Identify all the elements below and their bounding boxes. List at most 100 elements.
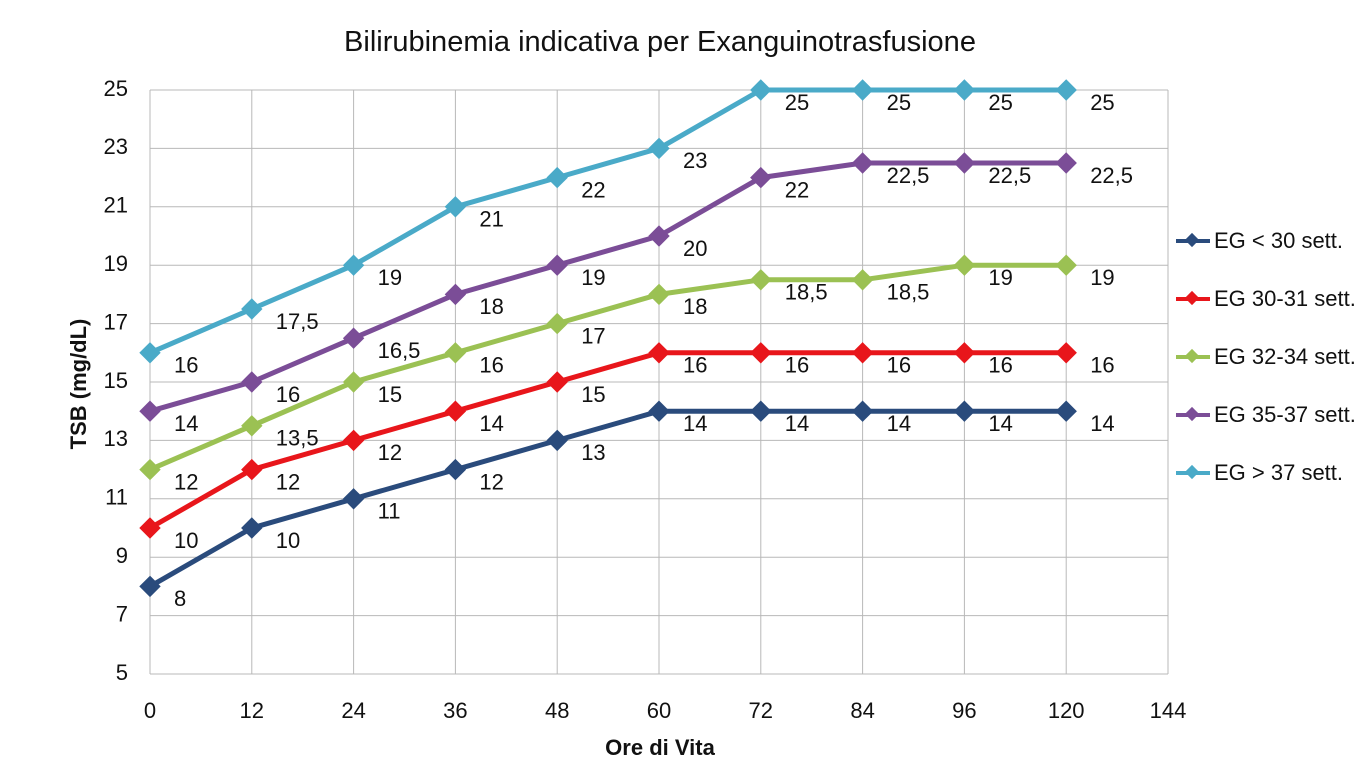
ticks-layer: 5 7 9 11 13 15 17 19 21 23 25 0 12 24 36 48 60 72 84 96 120 1… (104, 76, 1187, 723)
series-point (139, 575, 161, 598)
data-label: 14 (479, 411, 503, 436)
y-tick-label: 13 (104, 426, 128, 451)
x-tick-label: 12 (240, 698, 264, 723)
legend-marker (1184, 232, 1200, 248)
series-point (139, 517, 161, 539)
data-label: 17,5 (276, 309, 319, 334)
data-label: 12 (378, 440, 402, 465)
series-point (851, 152, 874, 174)
legend: EG < 30 sett. EG 30-31 sett. EG 32-34 sett… (1176, 212, 1368, 502)
y-tick-label: 15 (104, 368, 128, 393)
series-point (750, 342, 772, 364)
series-point (139, 400, 161, 422)
legend-label: EG 35-37 sett. (1214, 402, 1356, 427)
series-line (147, 350, 1069, 531)
series-point (851, 79, 874, 101)
legend-label: EG > 37 sett. (1214, 460, 1344, 485)
legend-marker (1184, 348, 1200, 364)
data-label: 18,5 (887, 280, 930, 305)
series-point (342, 488, 365, 510)
data-label: 12 (174, 469, 198, 494)
data-label: 16 (683, 353, 707, 378)
data-label: 19 (378, 265, 402, 290)
series-point (750, 269, 772, 291)
x-axis-title: Ore di Vita (605, 735, 715, 760)
x-tick-label: 48 (545, 698, 569, 723)
x-tick-label: 144 (1150, 698, 1187, 723)
data-label: 15 (581, 382, 605, 407)
y-tick-label: 9 (116, 543, 128, 568)
data-label: 17 (581, 323, 605, 348)
series-point (648, 283, 670, 306)
data-label: 23 (683, 148, 707, 173)
legend-swatch (1176, 290, 1210, 306)
series-point (342, 254, 365, 276)
series-point (139, 342, 161, 364)
series-point (648, 225, 670, 247)
legend-item: EG > 37 sett. (1176, 444, 1368, 502)
series-point (444, 283, 467, 306)
data-label: 16 (1090, 353, 1114, 378)
series-point (139, 458, 161, 481)
legend-marker (1184, 464, 1200, 480)
data-label: 15 (378, 382, 402, 407)
data-label: 22,5 (1090, 163, 1133, 188)
y-tick-label: 11 (105, 485, 128, 510)
series-point (953, 400, 976, 422)
data-label: 14 (988, 411, 1012, 436)
chart-title: Bilirubinemia indicativa per Exanguinotr… (344, 26, 976, 58)
data-label: 22,5 (988, 163, 1031, 188)
series-point (953, 152, 976, 174)
data-label: 16 (174, 353, 198, 378)
series-line (147, 408, 1069, 589)
series-point (1055, 400, 1077, 422)
legend-swatch (1176, 406, 1210, 422)
data-label: 14 (785, 411, 809, 436)
data-label: 18 (683, 294, 707, 319)
data-label: 10 (174, 528, 198, 553)
x-tick-label: 120 (1048, 698, 1085, 723)
series-point (444, 342, 467, 364)
data-label: 16,5 (378, 338, 421, 363)
data-label: 11 (378, 499, 401, 524)
series-point (444, 458, 467, 481)
series-point (1055, 342, 1077, 364)
series-point (953, 254, 976, 276)
data-label: 13,5 (276, 426, 319, 451)
series-point (953, 342, 976, 364)
series-point (648, 342, 670, 364)
data-labels-layer: 8 10 11 12 13 14 14 14 14 14 10 12 12 14 15 16 16 16 16 16 1… (174, 90, 1133, 611)
x-tick-label: 60 (647, 698, 671, 723)
legend-swatch (1176, 348, 1210, 364)
series-point (750, 79, 772, 101)
series-layer (139, 79, 1077, 598)
data-label: 19 (988, 265, 1012, 290)
series-point (648, 400, 670, 422)
y-tick-label: 21 (104, 193, 128, 218)
series-point (546, 254, 568, 276)
legend-item: EG 35-37 sett. (1176, 386, 1368, 444)
data-label: 16 (479, 353, 503, 378)
data-label: 12 (276, 469, 300, 494)
legend-item: EG < 30 sett. (1176, 212, 1368, 270)
legend-marker (1184, 290, 1200, 306)
data-label: 14 (683, 411, 707, 436)
y-tick-label: 7 (116, 601, 128, 626)
series-point (241, 371, 263, 393)
series-line (147, 262, 1069, 473)
series-line (147, 87, 1069, 356)
series-point (851, 400, 874, 422)
series-point (1055, 79, 1077, 101)
legend-item: EG 32-34 sett. (1176, 328, 1368, 386)
series-point (444, 400, 467, 422)
series-point (953, 79, 976, 101)
series-5 (139, 79, 1077, 364)
data-label: 22,5 (887, 163, 930, 188)
data-label: 21 (479, 207, 503, 232)
data-label: 16 (785, 353, 809, 378)
x-tick-label: 0 (144, 698, 156, 723)
series-point (342, 327, 365, 349)
y-axis-title: TSB (mg/dL) (66, 319, 91, 450)
legend-item: EG 30-31 sett. (1176, 270, 1368, 328)
